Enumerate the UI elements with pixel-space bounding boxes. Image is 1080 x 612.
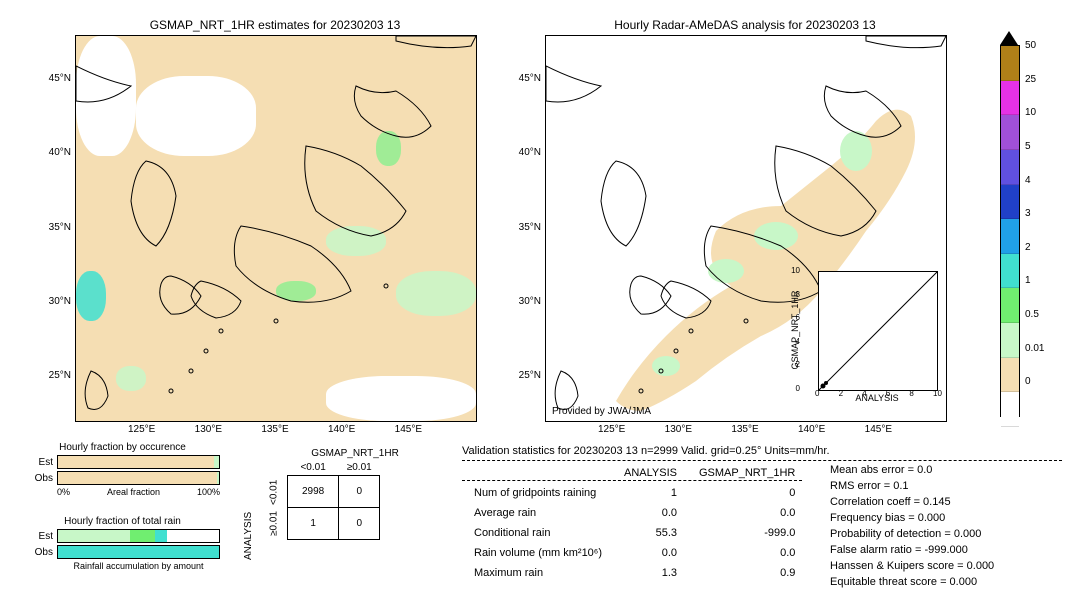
totalrain-est-label: Est xyxy=(25,531,57,542)
tr-est-3 xyxy=(155,530,168,542)
left-map-panel xyxy=(75,35,477,422)
occ-est-fill xyxy=(58,456,214,468)
inset-ylabel: GSMAP_NRT_1HR xyxy=(790,153,800,271)
contingency-matrix: <0.01 ≥0.01 <0.01 2998 0 ≥0.01 1 0 xyxy=(260,460,380,540)
occurrence-obs-bar xyxy=(57,471,220,485)
totalrain-est-bar xyxy=(57,529,220,543)
tr-est-2 xyxy=(130,530,154,542)
right-map-title: Hourly Radar-AMeDAS analysis for 2023020… xyxy=(545,18,945,32)
matrix-c01: 0 xyxy=(339,476,380,508)
totalrain-title: Hourly fraction of total rain xyxy=(25,516,220,527)
occ-xlabel: Areal fraction xyxy=(107,487,160,497)
scatter-inset xyxy=(818,271,938,391)
inset-xlabel: ANALYSIS xyxy=(818,393,936,403)
matrix-col1: ≥0.01 xyxy=(339,460,380,476)
totalrain-panel: Hourly fraction of total rain Est Obs Ra… xyxy=(25,516,220,571)
right-map-panel: Provided by JWA/JMA ANALYSIS 0246810 GSM… xyxy=(545,35,947,422)
left-map-title: GSMAP_NRT_1HR estimates for 20230203 13 xyxy=(75,18,475,32)
left-coastline xyxy=(76,36,476,421)
matrix-c00: 2998 xyxy=(288,476,339,508)
occ-obs-tip xyxy=(217,472,219,484)
occurrence-est-bar xyxy=(57,455,220,469)
occurrence-panel: Hourly fraction by occurence Est Obs 0% … xyxy=(25,442,220,497)
dash-top xyxy=(462,460,1062,461)
matrix-c10: 1 xyxy=(288,508,339,540)
occurrence-est-label: Est xyxy=(25,457,57,468)
matrix-col-title: GSMAP_NRT_1HR xyxy=(290,448,420,459)
tr-obs-1 xyxy=(58,546,219,558)
matrix-row0: <0.01 xyxy=(260,476,288,508)
occ-obs-fill xyxy=(58,472,217,484)
matrix-row1: ≥0.01 xyxy=(260,508,288,540)
totalrain-obs-label: Obs xyxy=(25,547,57,558)
occurrence-obs-label: Obs xyxy=(25,473,57,484)
matrix-row-title: ANALYSIS xyxy=(243,512,254,560)
matrix-col0: <0.01 xyxy=(288,460,339,476)
provided-by-label: Provided by JWA/JMA xyxy=(552,406,651,417)
occ-est-tip xyxy=(214,456,219,468)
colorbar: 502510543210.50.010 xyxy=(1000,45,1020,417)
validation-header: Validation statistics for 20230203 13 n=… xyxy=(462,445,830,457)
occ-x1: 100% xyxy=(197,487,220,497)
summary-stats: Mean abs error = 0.0RMS error = 0.1Corre… xyxy=(830,462,994,590)
tr-est-1 xyxy=(58,530,130,542)
matrix-c11: 0 xyxy=(339,508,380,540)
occ-x0: 0% xyxy=(57,487,70,497)
colorbar-arrow xyxy=(1000,31,1018,45)
totalrain-bottom-label: Rainfall accumulation by amount xyxy=(57,561,220,571)
figure-container: GSMAP_NRT_1HR estimates for 20230203 13 xyxy=(0,0,1080,612)
occurrence-title: Hourly fraction by occurence xyxy=(25,442,220,453)
totalrain-obs-bar xyxy=(57,545,220,559)
dash-mid xyxy=(462,480,802,481)
